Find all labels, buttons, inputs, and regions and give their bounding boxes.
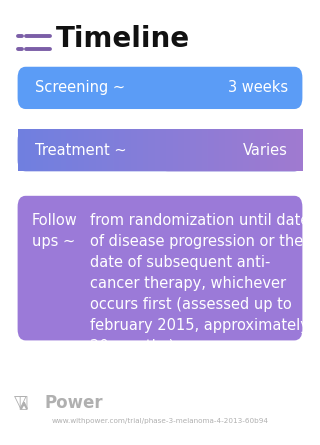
Text: 3 weeks: 3 weeks	[228, 81, 288, 95]
Text: Varies: Varies	[243, 143, 288, 158]
Text: Treatment ~: Treatment ~	[35, 143, 127, 158]
Text: Power: Power	[45, 394, 103, 412]
FancyBboxPatch shape	[160, 129, 302, 171]
Text: Timeline: Timeline	[56, 25, 190, 53]
FancyBboxPatch shape	[18, 129, 302, 171]
Text: from randomization until date
of disease progression or the
date of subsequent a: from randomization until date of disease…	[90, 213, 309, 354]
FancyBboxPatch shape	[18, 196, 302, 340]
Text: Screening ~: Screening ~	[35, 81, 125, 95]
FancyBboxPatch shape	[18, 67, 302, 109]
Text: ▽: ▽	[14, 394, 27, 412]
Text: ␧: ␧	[18, 395, 27, 410]
Text: www.withpower.com/trial/phase-3-melanoma-4-2013-60b94: www.withpower.com/trial/phase-3-melanoma…	[52, 417, 268, 424]
Text: Follow
ups ~: Follow ups ~	[32, 213, 78, 249]
